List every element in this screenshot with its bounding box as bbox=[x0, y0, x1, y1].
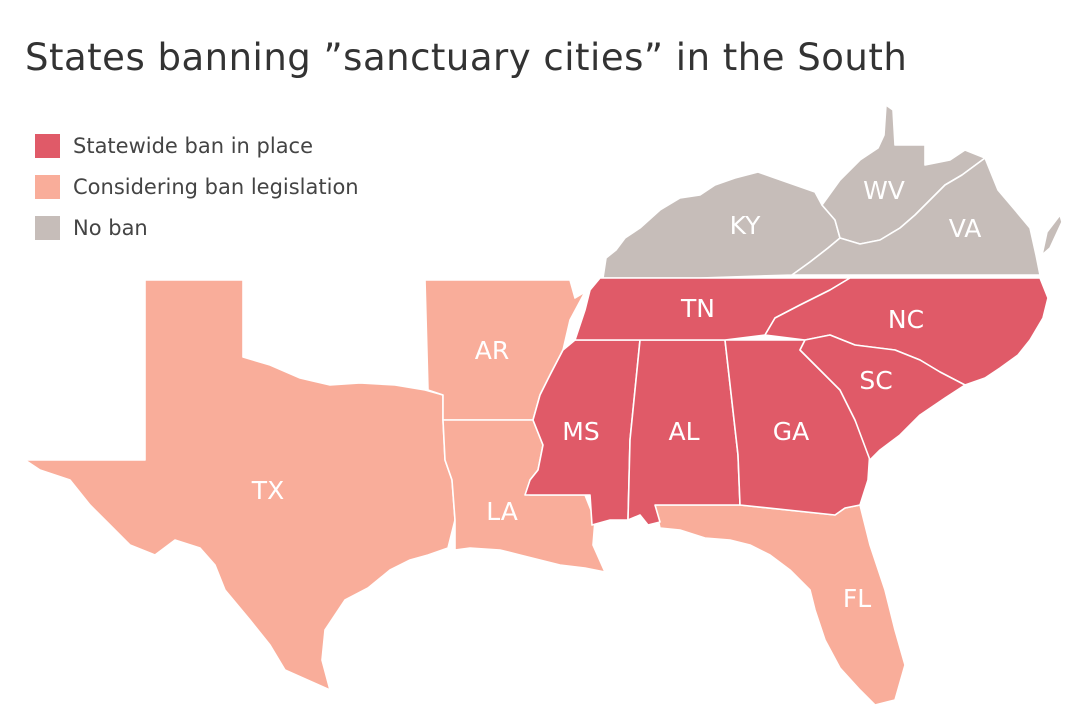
legend-item-ban[interactable]: Statewide ban in place bbox=[35, 125, 359, 166]
state-label-tx: TX bbox=[251, 476, 284, 505]
state-label-la: LA bbox=[486, 497, 518, 526]
legend-swatch-ban bbox=[35, 133, 60, 158]
legend: Statewide ban in place Considering ban l… bbox=[35, 125, 359, 248]
state-label-ar: AR bbox=[475, 336, 509, 365]
legend-item-considering[interactable]: Considering ban legislation bbox=[35, 166, 359, 207]
legend-label-considering: Considering ban legislation bbox=[73, 174, 359, 199]
state-label-ga: GA bbox=[773, 417, 809, 446]
legend-item-no-ban[interactable]: No ban bbox=[35, 207, 359, 248]
state-label-nc: NC bbox=[888, 305, 924, 334]
legend-label-ban: Statewide ban in place bbox=[73, 133, 314, 158]
state-label-va: VA bbox=[949, 214, 982, 243]
state-label-tn: TN bbox=[680, 294, 715, 323]
state-label-sc: SC bbox=[859, 366, 892, 395]
state-va[interactable] bbox=[791, 157, 1063, 276]
state-label-ky: KY bbox=[730, 211, 762, 240]
state-label-wv: WV bbox=[863, 176, 905, 205]
state-sc[interactable] bbox=[799, 334, 966, 461]
state-label-fl: FL bbox=[843, 584, 871, 613]
legend-swatch-considering bbox=[35, 174, 60, 199]
state-label-al: AL bbox=[668, 417, 699, 446]
state-ky[interactable] bbox=[602, 171, 841, 279]
legend-swatch-no-ban bbox=[35, 215, 60, 240]
state-label-ms: MS bbox=[562, 417, 599, 446]
map-title: States banning ”sanctuary cities” in the… bbox=[25, 36, 908, 79]
state-tx[interactable] bbox=[24, 279, 456, 691]
legend-label-no-ban: No ban bbox=[73, 215, 148, 240]
